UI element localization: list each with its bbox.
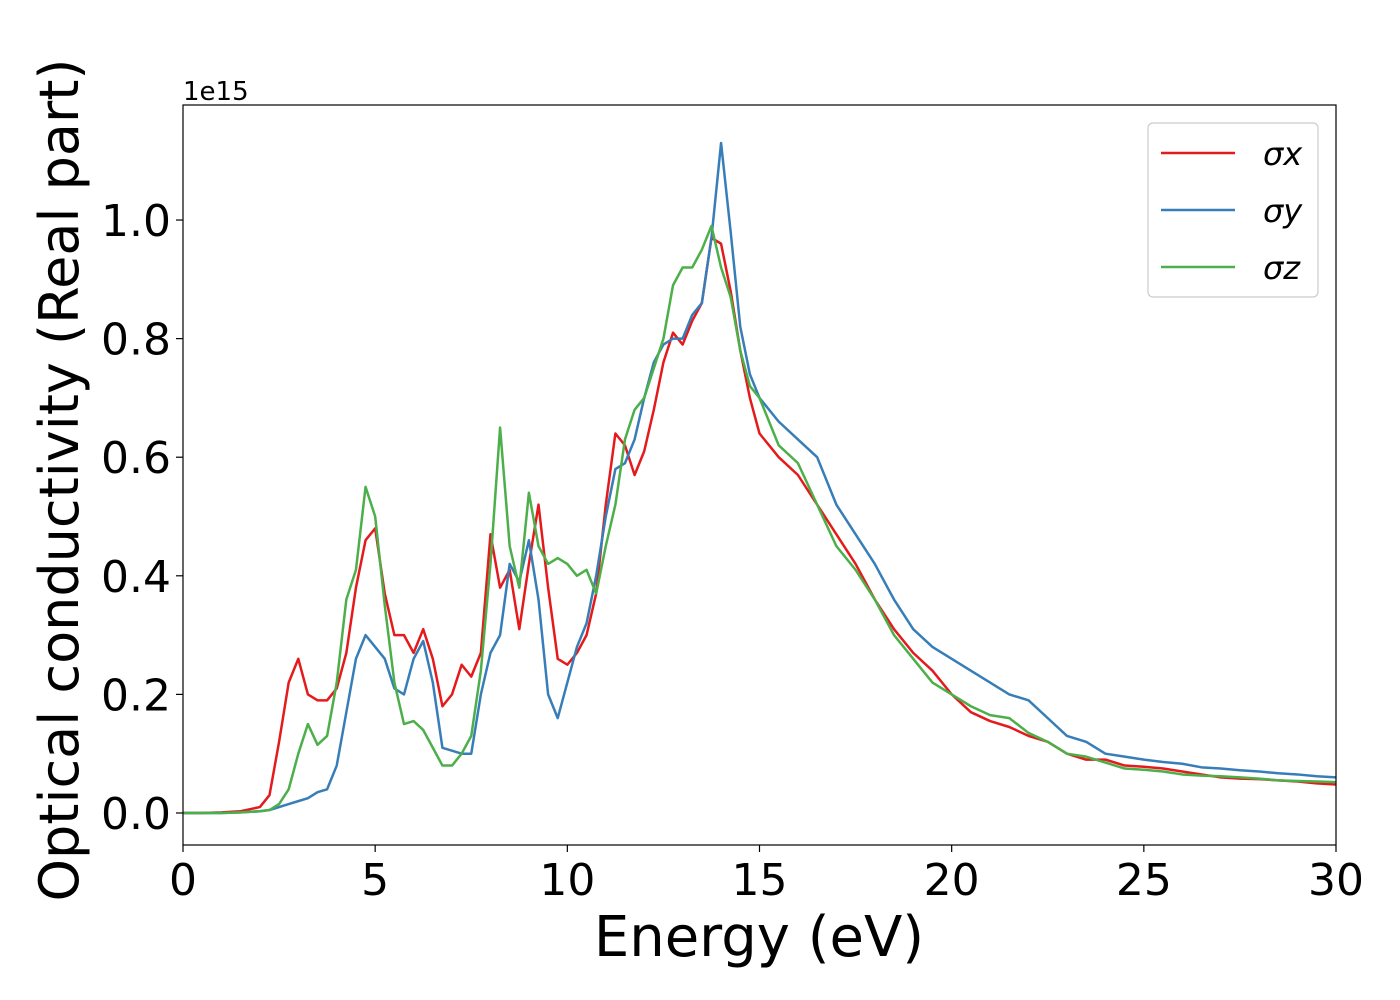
legend-label: σy	[1263, 192, 1303, 230]
series-line	[183, 236, 1337, 815]
legend-label: σx	[1263, 135, 1303, 173]
y-tick-label: 0.4	[101, 552, 171, 603]
plot-frame	[182, 104, 1337, 846]
y-tick-label: 0.2	[101, 670, 171, 721]
x-tick-label: 20	[924, 855, 980, 906]
x-tick-label: 15	[732, 855, 788, 906]
series-line	[183, 224, 1337, 815]
x-tick-label: 30	[1308, 855, 1364, 906]
x-tick-label: 5	[361, 855, 389, 906]
series-line	[183, 141, 1337, 815]
y-tick-label: 0.6	[101, 433, 171, 484]
x-tick-label: 25	[1116, 855, 1172, 906]
x-tick-label: 10	[539, 855, 595, 906]
y-tick-label: 0.8	[101, 315, 171, 366]
y-offset-label: 1e15	[183, 77, 249, 107]
x-tick-label: 0	[169, 855, 197, 906]
legend-label: σz	[1263, 249, 1301, 287]
y-tick-label: 1.0	[101, 196, 171, 247]
y-tick-label: 0.0	[101, 789, 171, 840]
y-axis-label: Optical conductivity (Real part)	[28, 59, 91, 902]
x-axis-label: Energy (eV)	[594, 905, 924, 970]
